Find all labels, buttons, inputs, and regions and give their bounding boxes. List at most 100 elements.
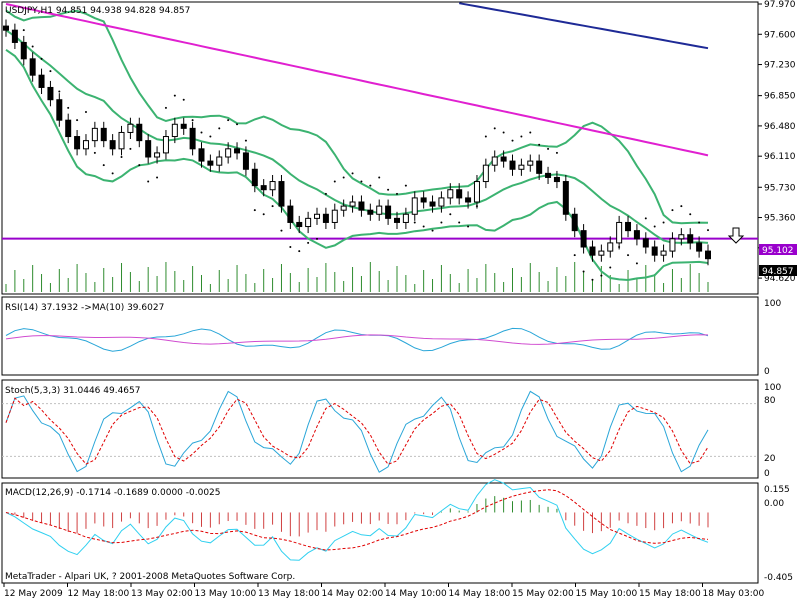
sar-dot	[600, 274, 603, 277]
time-tick-label: 13 May 02:00	[131, 589, 193, 599]
last-price-label: 94.857	[762, 267, 794, 277]
sar-dot	[307, 241, 310, 244]
candle-body	[314, 213, 321, 219]
sar-dot	[484, 135, 487, 138]
candle-body	[598, 250, 605, 256]
candle-body	[65, 119, 72, 138]
sar-dot	[164, 106, 167, 109]
candle-body	[456, 189, 463, 199]
candle-body	[438, 197, 445, 207]
sar-dot	[422, 225, 425, 228]
candle-body	[322, 213, 329, 223]
candle-body	[589, 246, 596, 256]
bollinger-lower	[5, 48, 709, 282]
stoch-tick-80: 80	[764, 396, 776, 406]
sar-dot	[120, 156, 123, 158]
sar-dot	[360, 180, 363, 183]
sar-dot	[298, 250, 301, 253]
candle-body	[411, 197, 418, 215]
sar-dot	[31, 45, 34, 48]
sar-dot	[698, 221, 701, 224]
sar-dot	[369, 184, 372, 187]
candle-body	[580, 230, 587, 248]
candle-body	[216, 156, 223, 166]
price-tick-label: 97.230	[764, 61, 796, 71]
sar-dot	[653, 225, 656, 228]
sar-dot	[387, 188, 390, 191]
time-tick-label: 14 May 10:00	[385, 589, 447, 599]
sar-dot	[467, 225, 470, 228]
stoch-main-line	[5, 390, 709, 473]
candle-body	[491, 156, 498, 166]
sar-dot	[156, 176, 159, 179]
sar-dot	[431, 229, 434, 232]
candle-body	[358, 201, 365, 211]
candle-body	[56, 99, 63, 121]
chart-shift-arrow-icon[interactable]	[727, 227, 745, 244]
candle-body	[447, 189, 454, 199]
sar-dot	[111, 172, 114, 175]
sar-dot	[227, 119, 230, 122]
rsi-lines	[5, 327, 709, 352]
sar-dot	[244, 139, 247, 142]
price-tick-label: 97.600	[764, 30, 796, 40]
candle-body	[91, 127, 98, 142]
candle-body	[500, 156, 507, 162]
sar-dot	[582, 270, 585, 273]
sar-dot	[40, 57, 43, 60]
stoch-tick-0: 0	[764, 469, 770, 479]
candle-body	[393, 217, 400, 223]
volume-bars	[5, 262, 709, 292]
candle-body	[687, 234, 694, 244]
price-tick-label: 94.620	[764, 274, 796, 284]
candle-body	[171, 123, 178, 138]
candle-body	[242, 152, 249, 170]
sar-dot	[200, 131, 203, 134]
rsi-tick-100: 100	[764, 299, 781, 309]
sar-dot	[573, 254, 576, 257]
candle-body	[651, 246, 658, 256]
candle-body	[607, 242, 614, 252]
time-tick-label: 15 May 02:00	[512, 589, 574, 599]
sar-dot	[627, 254, 630, 257]
time-tick-label: 15 May 10:00	[576, 589, 638, 599]
candle-body	[420, 197, 427, 203]
candle-body	[669, 238, 676, 252]
sar-dot	[102, 164, 105, 167]
sar-dot	[413, 221, 416, 224]
candle-body	[402, 213, 409, 223]
time-tick-label: 12 May 2009	[4, 589, 63, 599]
price-title: USDJPY,H1 94.851 94.938 94.828 94.857	[5, 6, 190, 16]
time-axis: 12 May 2009 12 May 18:00 13 May 02:00 13 Ma…	[3, 583, 764, 599]
sar-dot	[236, 123, 239, 126]
candle-body	[553, 176, 560, 183]
macd-panel-frame	[1, 482, 759, 584]
candle-body	[349, 201, 356, 207]
sar-dot	[129, 147, 132, 150]
sar-dot	[671, 209, 674, 212]
sar-dot	[458, 221, 461, 224]
sar-dot	[324, 192, 327, 195]
candle-body	[234, 148, 241, 154]
sar-dot	[316, 237, 319, 240]
time-tick-label: 15 May 18:00	[639, 589, 701, 599]
candle-body	[465, 197, 472, 203]
candle-body	[642, 238, 649, 248]
sar-dot	[191, 119, 194, 122]
candle-body	[536, 160, 543, 174]
sar-dot	[440, 221, 443, 224]
rsi-line	[5, 327, 709, 352]
sar-dot	[93, 151, 96, 154]
moving-average-blue	[459, 2, 709, 50]
candle-body	[482, 164, 489, 183]
sar-dot	[173, 94, 176, 97]
sar-dot	[644, 217, 647, 220]
sar-dot	[707, 229, 709, 232]
sar-dot	[395, 192, 398, 195]
candle-body	[562, 181, 569, 215]
candle-body	[331, 209, 338, 223]
stoch-tick-100: 100	[764, 383, 781, 393]
candle-body	[278, 181, 285, 207]
price-axis-ticks: 97.970 97.600 97.230 96.850 96.480 96.110 95.7…	[758, 0, 796, 284]
